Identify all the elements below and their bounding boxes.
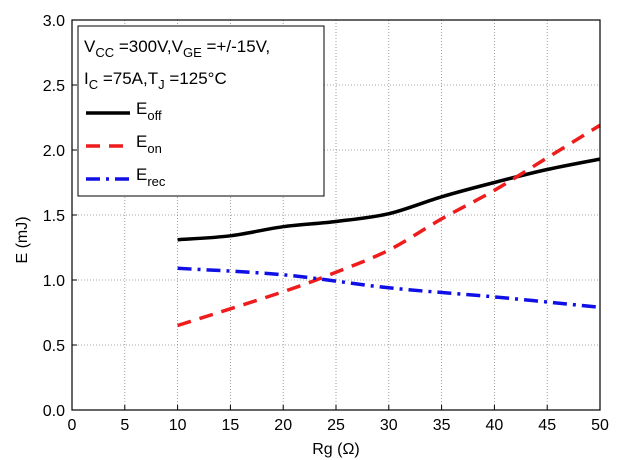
x-tick-label: 10: [169, 417, 187, 434]
x-tick-label: 30: [380, 417, 398, 434]
x-tick-label: 40: [486, 417, 504, 434]
x-tick-label: 25: [327, 417, 345, 434]
x-tick-label: 20: [274, 417, 292, 434]
legend-label-erec: Erec: [136, 165, 166, 189]
y-tick-label: 2.5: [43, 78, 65, 95]
x-tick-label: 15: [222, 417, 240, 434]
legend-items: Eoff Eon Erec: [86, 99, 166, 189]
x-tick-label: 5: [120, 417, 129, 434]
series-line-erec: [177, 266, 601, 310]
condition-line-1: VCC =300V,VGE =+/-15V,: [84, 37, 270, 60]
series-lines: [177, 123, 601, 328]
legend: VCC =300V,VGE =+/-15V, IC =75A,TJ =125°C…: [77, 25, 325, 197]
legend-label-eon: Eon: [136, 132, 162, 156]
x-tick-label: 35: [433, 417, 451, 434]
condition-line-2: IC =75A,TJ =125°C: [84, 69, 227, 92]
y-tick-label: 0.5: [43, 338, 65, 355]
series-line-eoff: [177, 157, 601, 242]
x-axis-title: Rg (Ω): [312, 441, 360, 458]
legend-box: [77, 25, 325, 197]
series-line-eon: [177, 123, 601, 328]
legend-label-eoff: Eoff: [136, 99, 162, 123]
axis-ticks: 0 5 10 15 20 25 30 35 40 45 50 0.0 0.5 1.0 1.5 2.0 2.5 3.…: [43, 13, 609, 434]
y-tick-label: 0.0: [43, 403, 65, 420]
y-axis-title: E (mJ): [14, 216, 31, 263]
y-tick-label: 1.5: [43, 208, 65, 225]
y-tick-label: 2.0: [43, 143, 65, 160]
y-tick-label: 1.0: [43, 273, 65, 290]
y-tick-label: 3.0: [43, 13, 65, 30]
x-tick-label: 0: [68, 417, 77, 434]
x-tick-label: 45: [538, 417, 556, 434]
x-tick-label: 50: [591, 417, 609, 434]
